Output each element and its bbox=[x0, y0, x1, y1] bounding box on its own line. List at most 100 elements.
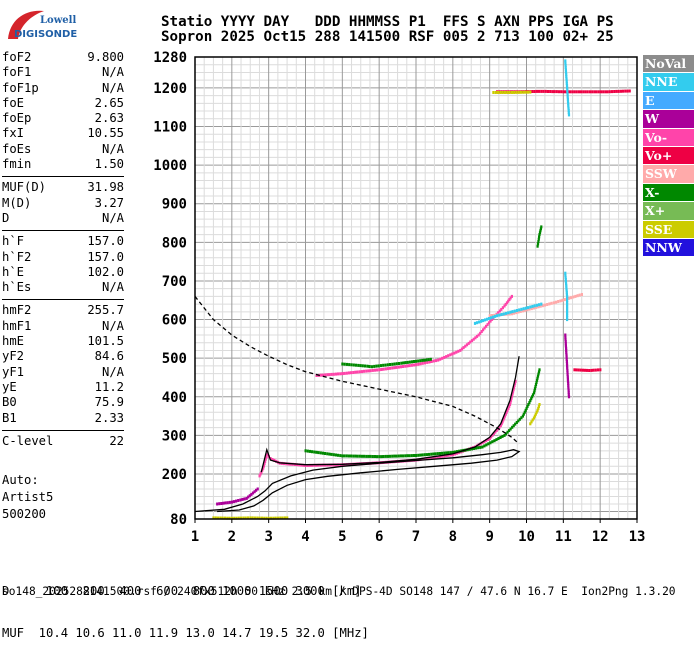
trace-point bbox=[356, 454, 359, 458]
trace-point bbox=[535, 410, 538, 414]
param-row: h`E 102.0 bbox=[2, 265, 124, 280]
trace-point bbox=[330, 372, 333, 376]
param-name: h`F2 bbox=[2, 249, 32, 264]
trace-point bbox=[341, 372, 344, 376]
trace-point bbox=[319, 463, 322, 467]
trace-point bbox=[370, 365, 373, 369]
trace-point bbox=[519, 309, 522, 313]
trace-point bbox=[343, 371, 346, 375]
logo-swoosh bbox=[8, 10, 44, 39]
trace-point bbox=[216, 502, 219, 506]
trace-point bbox=[233, 516, 236, 520]
param-name: foEp bbox=[2, 111, 32, 126]
muf-row: MUF 10.4 10.6 11.0 11.9 13.0 14.7 19.5 3… bbox=[2, 626, 369, 640]
trace-point bbox=[540, 302, 543, 306]
trace-point bbox=[421, 358, 424, 362]
trace-point bbox=[501, 306, 504, 310]
trace-point bbox=[531, 304, 534, 308]
trace-point bbox=[507, 299, 510, 303]
param-value: N/A bbox=[101, 318, 124, 333]
trace-point bbox=[473, 321, 477, 325]
trace-point bbox=[511, 310, 514, 314]
trace-point bbox=[513, 311, 516, 315]
trace-point bbox=[367, 369, 370, 373]
trace-point bbox=[512, 386, 516, 390]
trace-point bbox=[258, 516, 261, 520]
trace-point bbox=[518, 417, 521, 421]
trace-point bbox=[564, 68, 567, 72]
trace-point bbox=[491, 433, 494, 437]
trace-point bbox=[468, 447, 471, 451]
profile-curve bbox=[194, 295, 520, 445]
trace-point bbox=[502, 418, 505, 422]
trace-point bbox=[526, 308, 529, 312]
trace-point bbox=[582, 90, 585, 94]
trace-point bbox=[369, 369, 372, 373]
trace-point bbox=[565, 360, 568, 363]
trace-point bbox=[457, 349, 460, 353]
trace-point bbox=[529, 422, 532, 426]
y-tick-label: 300 bbox=[162, 428, 187, 444]
trace-point bbox=[475, 334, 479, 338]
trace-point bbox=[590, 368, 593, 372]
trace-point bbox=[404, 361, 407, 365]
param-row: fxI 10.55 bbox=[2, 126, 124, 141]
trace-point bbox=[566, 86, 569, 90]
trace-point bbox=[499, 91, 502, 94]
trace-point bbox=[436, 452, 439, 456]
trace-point bbox=[477, 446, 480, 450]
trace-point bbox=[427, 358, 430, 362]
trace-point bbox=[495, 429, 498, 432]
trace-point bbox=[449, 451, 452, 455]
trace-point bbox=[399, 454, 402, 458]
trace-point bbox=[352, 454, 355, 458]
trace-point bbox=[565, 75, 568, 79]
tick-labels: 1 2 3 4 5 6 7 8 9 10 11 12 1380200300400500600700800… bbox=[153, 50, 645, 545]
trace-point bbox=[246, 516, 250, 520]
trace-point bbox=[507, 406, 510, 410]
legend-entry: Vo+ bbox=[643, 146, 694, 165]
trace-point bbox=[373, 368, 376, 372]
trace-point bbox=[535, 303, 538, 307]
trace-point bbox=[507, 311, 510, 315]
trace-point bbox=[363, 369, 366, 373]
trace-point bbox=[487, 321, 491, 325]
trace-point bbox=[500, 313, 503, 316]
trace-point bbox=[565, 346, 568, 350]
trace-point bbox=[359, 364, 362, 368]
trace-point bbox=[517, 419, 520, 423]
trace-point bbox=[526, 90, 530, 94]
trace-point bbox=[302, 463, 305, 467]
trace-point bbox=[371, 368, 374, 372]
trace-point bbox=[564, 344, 567, 348]
trace-point bbox=[232, 500, 236, 504]
trace-point bbox=[430, 452, 433, 456]
trace-point bbox=[462, 346, 465, 350]
trace-point bbox=[528, 401, 531, 405]
trace-point bbox=[567, 395, 571, 399]
footer-info: so148_2025288141500.rsf / 240fx512h 50 k… bbox=[2, 585, 676, 598]
trace-point bbox=[228, 516, 231, 520]
trace-point bbox=[501, 420, 504, 424]
trace-point bbox=[567, 104, 570, 108]
trace-point bbox=[334, 372, 338, 376]
trace-point bbox=[530, 420, 533, 424]
trace-point bbox=[343, 454, 346, 458]
trace-point bbox=[415, 454, 418, 457]
trace-point bbox=[437, 358, 440, 362]
trace-point bbox=[566, 371, 569, 374]
trace-point bbox=[423, 361, 426, 365]
trace-point bbox=[475, 321, 479, 325]
trace-point bbox=[406, 364, 409, 368]
param-row: M(D) 3.27 bbox=[2, 196, 124, 211]
param-name: fmin bbox=[2, 157, 32, 172]
trace-point bbox=[586, 90, 589, 94]
logo-line2: DIGISONDE bbox=[14, 29, 77, 40]
trace-point bbox=[264, 460, 267, 463]
legend-entry: X+ bbox=[643, 202, 694, 220]
trace-point bbox=[377, 364, 380, 368]
trace-point bbox=[264, 457, 267, 461]
trace-point bbox=[494, 91, 497, 94]
param-name: foEs bbox=[2, 141, 32, 156]
trace-point bbox=[553, 90, 556, 94]
